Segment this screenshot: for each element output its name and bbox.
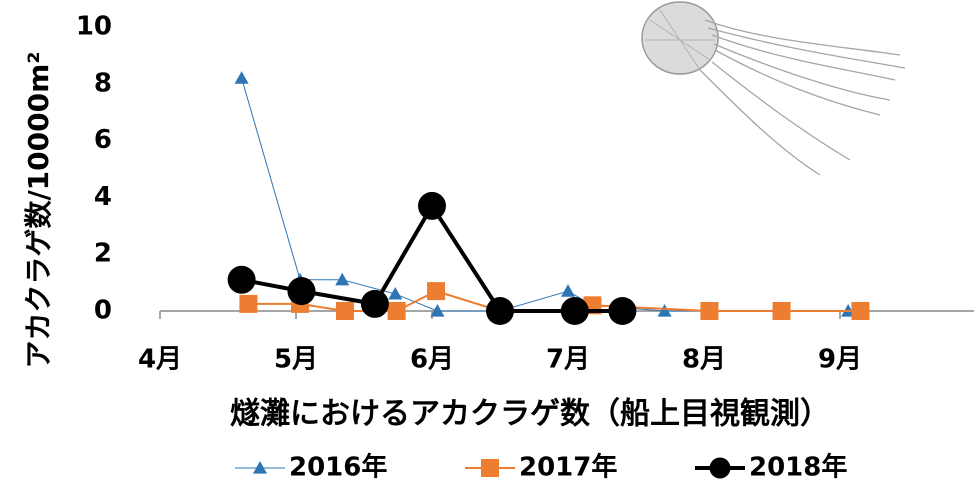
marker (388, 286, 403, 300)
marker (387, 302, 406, 320)
jellyfish-illustration (641, 1, 906, 176)
y-axis-title: アカクラゲ数/10000m² (22, 51, 55, 368)
x-tick-label: 5月 (274, 345, 318, 375)
marker (287, 277, 316, 306)
series-line (241, 77, 849, 312)
x-tick-label: 9月 (818, 345, 862, 375)
marker (608, 297, 637, 325)
y-tick-label: 10 (76, 12, 112, 42)
marker (657, 304, 672, 317)
marker (560, 297, 589, 325)
marker (851, 302, 870, 320)
y-tick-label: 4 (94, 182, 112, 212)
marker (772, 302, 791, 320)
marker (700, 302, 719, 320)
marker (239, 294, 258, 313)
legend-label: 2017年 (519, 452, 617, 483)
x-axis-title: 燧灘におけるアカクラゲ数（船上目視観測） (230, 397, 830, 432)
marker (360, 289, 389, 318)
x-tick-label: 4月 (138, 345, 182, 375)
marker (430, 304, 445, 317)
y-tick-label: 6 (94, 125, 112, 155)
x-tick-label: 7月 (546, 345, 590, 375)
x-tick-label: 6月 (410, 345, 454, 375)
marker (335, 302, 354, 320)
y-tick-label: 2 (94, 239, 112, 269)
marker (335, 272, 350, 286)
marker (418, 191, 446, 220)
x-tick-label: 8月 (682, 345, 726, 375)
marker (481, 459, 499, 477)
marker (561, 284, 575, 297)
marker (709, 457, 731, 479)
marker (253, 461, 267, 474)
marker (427, 282, 446, 301)
y-tick-label: 8 (94, 68, 112, 98)
marker (486, 297, 514, 325)
marker (234, 71, 249, 84)
marker (227, 265, 256, 294)
legend-label: 2018年 (749, 452, 847, 483)
y-tick-label: 0 (94, 296, 112, 326)
legend-label: 2016年 (289, 452, 387, 483)
